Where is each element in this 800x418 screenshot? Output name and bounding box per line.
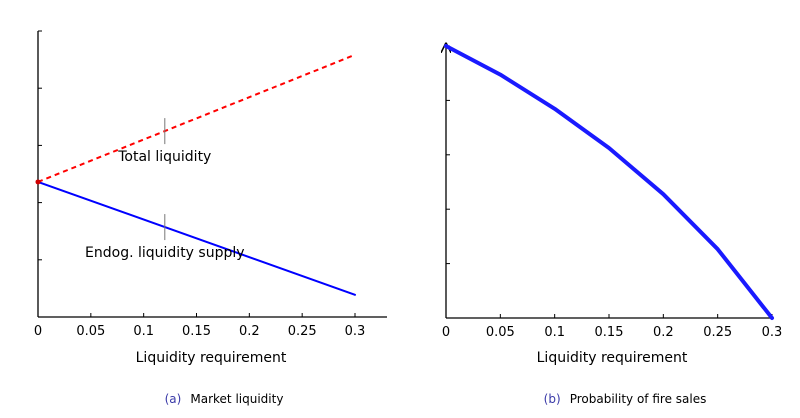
series-line-1 bbox=[37, 53, 356, 183]
x-tick-label: 0.1 bbox=[133, 324, 154, 339]
chart-fire-sales: 0 0.05 0.1 0.15 0.2 0.25 0.3 Liquidity require… bbox=[442, 44, 783, 407]
x-tick-label: 0.15 bbox=[595, 325, 624, 340]
x-tick-label: 0.05 bbox=[486, 325, 515, 340]
series-line-1 bbox=[444, 44, 774, 320]
x-axis-label: Liquidity requirement bbox=[537, 350, 688, 366]
x-tick-label: 0.3 bbox=[345, 324, 366, 339]
x-tick-label: 0 bbox=[442, 325, 450, 340]
caption-number: (a) bbox=[165, 392, 182, 406]
annotation-label: Endog. liquidity supply bbox=[85, 245, 245, 261]
x-tick-label: 0.15 bbox=[182, 324, 211, 339]
x-tick-label: 0.3 bbox=[762, 325, 783, 340]
x-axis-label: Liquidity requirement bbox=[136, 350, 287, 366]
intersection-point bbox=[35, 179, 41, 185]
series-line-2 bbox=[37, 180, 356, 296]
caption-number: (b) bbox=[544, 392, 561, 406]
x-tick-label: 0.25 bbox=[288, 324, 317, 339]
annotation-label: Total liquidity bbox=[117, 149, 211, 165]
x-tick-label: 0 bbox=[34, 324, 42, 339]
caption: (b) Probability of fire sales bbox=[544, 388, 707, 407]
caption-text: Probability of fire sales bbox=[570, 392, 707, 406]
x-tick-label: 0.05 bbox=[76, 324, 105, 339]
caption: (a) Market liquidity bbox=[165, 388, 284, 407]
x-tick-label: 0.1 bbox=[544, 325, 565, 340]
caption-text: Market liquidity bbox=[190, 392, 283, 406]
x-tick-label: 0.2 bbox=[653, 325, 674, 340]
chart-market-liquidity: 0 0.05 0.1 0.15 0.2 0.25 0.3 Total liquidity En… bbox=[34, 30, 387, 407]
x-tick-label: 0.2 bbox=[239, 324, 260, 339]
x-tick-label: 0.25 bbox=[703, 325, 732, 340]
